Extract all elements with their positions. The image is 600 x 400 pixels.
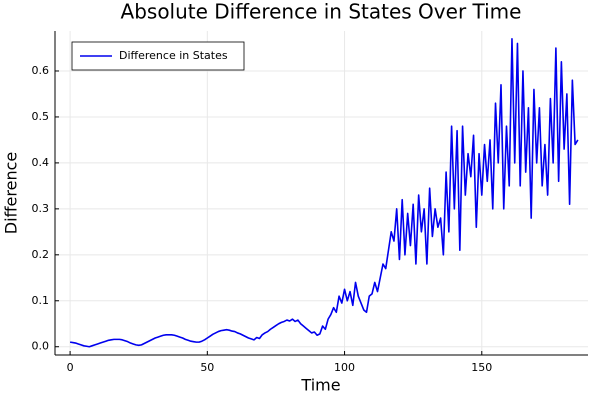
y-tick-label: 0.1 [32, 294, 50, 307]
x-tick-label: 50 [200, 361, 214, 374]
data-line [69, 38, 579, 348]
y-tick-label: 0.6 [32, 64, 50, 77]
y-tick-label: 0.4 [32, 156, 50, 169]
legend-label: Difference in States [119, 49, 228, 62]
y-tick-label: 0.0 [32, 340, 50, 353]
chart-title: Absolute Difference in States Over Time [121, 0, 522, 24]
x-tick-label: 150 [471, 361, 492, 374]
x-axis-label: Time [300, 376, 340, 395]
y-axis-label: Difference [2, 152, 21, 234]
y-tick-label: 0.3 [32, 202, 50, 215]
y-tick-label: 0.2 [32, 248, 50, 261]
x-tick-label: 0 [67, 361, 74, 374]
y-tick-label: 0.5 [32, 110, 50, 123]
x-tick-label: 100 [334, 361, 355, 374]
